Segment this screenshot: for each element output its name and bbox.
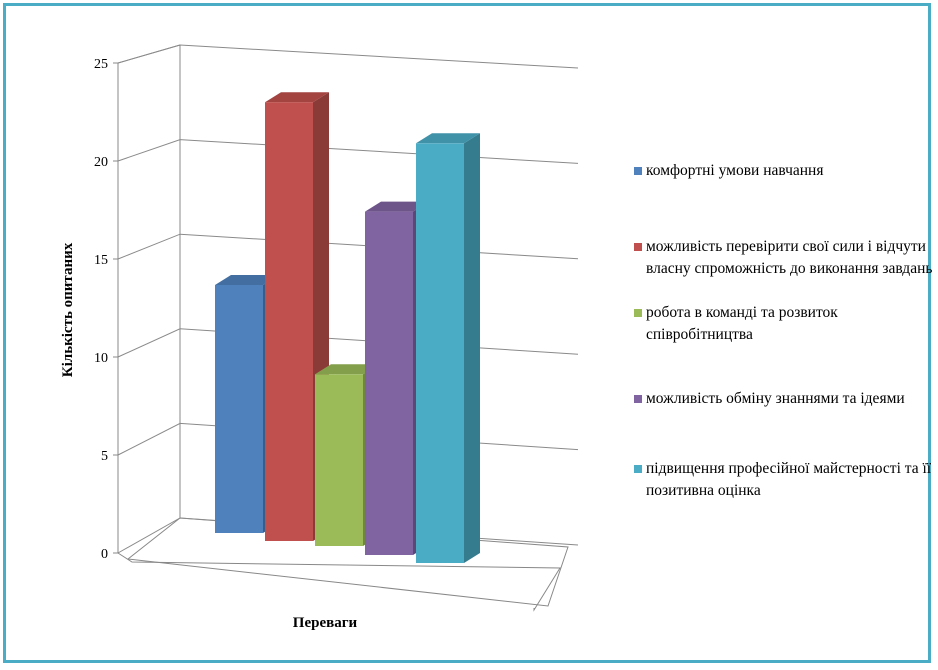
legend-swatch	[634, 309, 642, 317]
bar-front	[265, 102, 313, 541]
legend-label: підвищення професійної майстерності та ї…	[646, 460, 932, 499]
gridline-20	[117, 139, 579, 164]
y-tick-label: 0	[101, 547, 108, 562]
legend-label: можливість обміну знаннями та ідеями	[646, 390, 905, 407]
y-tick-label: 25	[94, 57, 108, 72]
bar-front	[416, 143, 464, 564]
y-axis-title: Кількість опитаних	[60, 242, 76, 377]
legend-item: робота в команді та розвиток співробітни…	[634, 302, 934, 346]
y-tick-label: 15	[94, 253, 108, 268]
gridline-15	[117, 233, 579, 260]
bar-front	[365, 211, 413, 555]
bar-top	[416, 133, 480, 144]
bar-top	[365, 201, 429, 212]
gridline-10	[117, 328, 579, 358]
bars	[215, 92, 480, 564]
legend-item: можливість обміну знаннями та ідеями	[634, 388, 934, 410]
x-axis-title: Переваги	[293, 615, 358, 631]
legend-swatch	[634, 167, 642, 175]
legend-swatch	[634, 465, 642, 473]
bar-5	[416, 133, 480, 564]
legend-item: підвищення професійної майстерності та ї…	[634, 458, 934, 502]
floor	[126, 517, 569, 607]
bar-front	[315, 374, 363, 546]
legend-swatch	[634, 395, 642, 403]
legend-item: можливість перевірити свої сили і відчут…	[634, 236, 934, 280]
bar-front	[215, 285, 263, 533]
legend-item: комфортні умови навчання	[634, 160, 934, 182]
floor-front-edge	[117, 552, 561, 612]
y-tick-label: 20	[94, 155, 108, 170]
legend-swatch	[634, 243, 642, 251]
left-wall-edge	[117, 44, 181, 553]
bar-top	[315, 364, 379, 375]
legend-label: комфортні умови навчання	[646, 162, 824, 179]
bar-side	[464, 133, 480, 564]
y-tick-label: 10	[94, 351, 108, 366]
y-axis-ticks: 0 5 10 15 20 25	[94, 57, 108, 562]
legend-label: робота в команді та розвиток співробітни…	[646, 304, 838, 343]
y-tick-label: 5	[101, 449, 108, 464]
bar-top	[215, 275, 279, 285]
gridline-25	[117, 44, 579, 69]
bar-top	[265, 92, 329, 103]
legend-label: можливість перевірити свої сили і відчут…	[646, 238, 933, 277]
